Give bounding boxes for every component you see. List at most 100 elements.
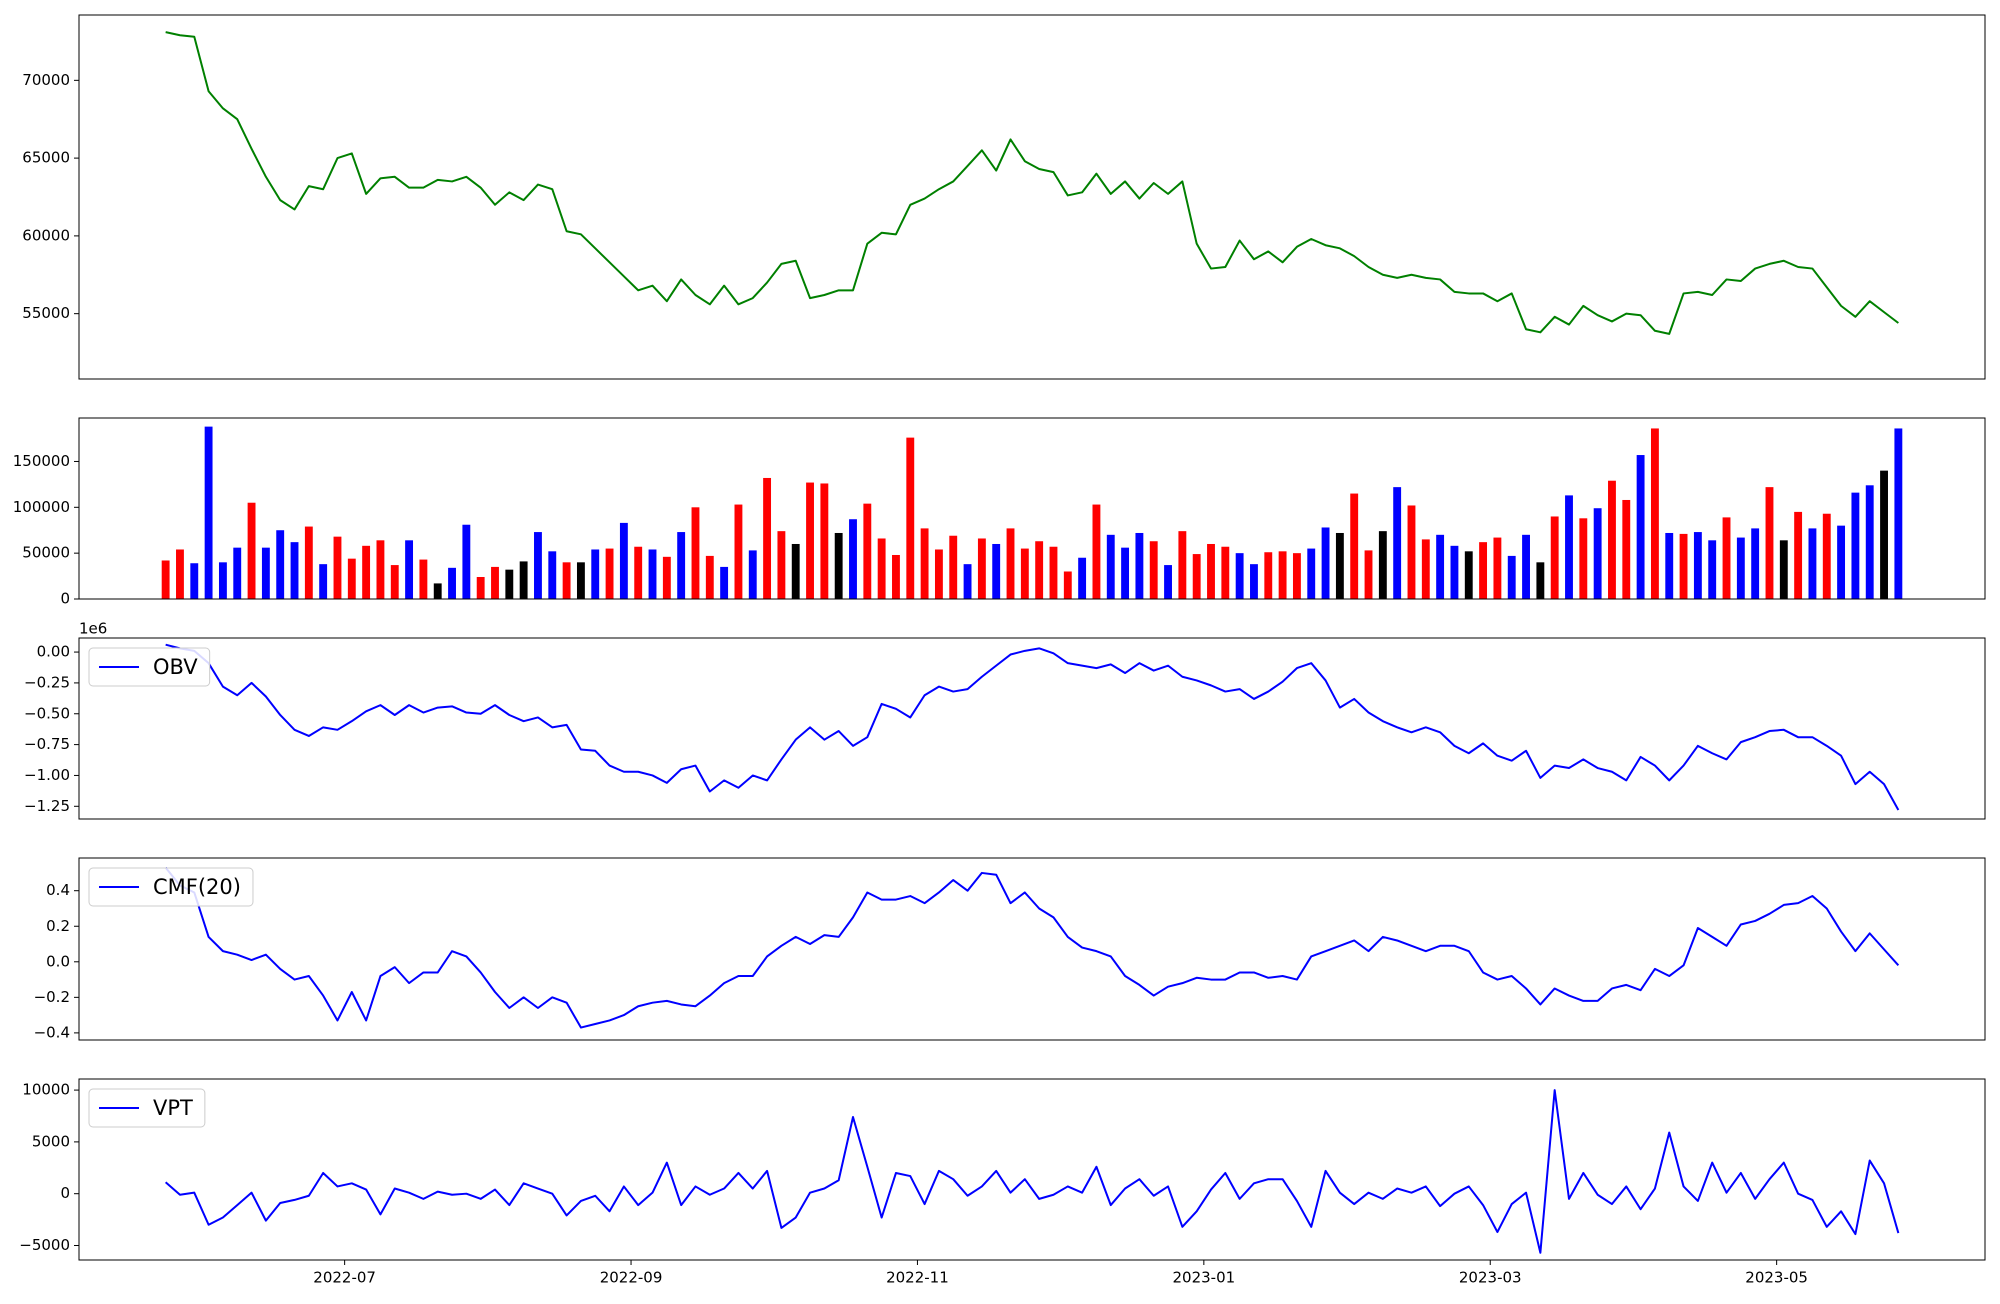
volume-bar [1851, 492, 1860, 599]
y-tick-label: −0.25 [24, 673, 70, 691]
volume-bar [548, 551, 557, 599]
volume-bar [1020, 548, 1029, 599]
y-tick-label: −0.50 [24, 704, 70, 722]
volume-bar [763, 477, 772, 599]
x-tick-label: 2023-03 [1459, 1269, 1522, 1287]
series-line [164, 1089, 1900, 1254]
volume-bar [1450, 545, 1459, 599]
volume-bar [777, 531, 786, 599]
volume-bar [190, 563, 199, 599]
volume-bar [1765, 487, 1774, 599]
volume-bar [748, 550, 757, 599]
volume-bar [949, 535, 958, 599]
volume-bar [920, 528, 929, 599]
volume-bar [1808, 528, 1817, 599]
y-tick-label: 100000 [13, 498, 70, 516]
series-line [164, 866, 1900, 1029]
volume-bar [218, 562, 227, 599]
volume-bar [319, 564, 328, 599]
volume-bar [261, 547, 270, 599]
volume-bar [405, 540, 414, 599]
volume-bar [1507, 555, 1516, 599]
legend-label: OBV [153, 655, 198, 679]
offset-text: 1e6 [79, 620, 107, 638]
volume-bar [705, 555, 714, 599]
x-tick-label: 2022-11 [886, 1269, 949, 1287]
volume-bar [1565, 495, 1573, 599]
volume-bar [806, 482, 814, 599]
volume-bar [1321, 527, 1330, 599]
y-tick-label: −1.25 [24, 797, 70, 815]
volume-bar [1722, 517, 1731, 599]
volume-bar [1378, 531, 1387, 599]
volume-bar [648, 549, 657, 599]
y-tick-label: −0.2 [34, 988, 70, 1006]
volume-bar [1579, 518, 1588, 599]
y-tick-label: 0.00 [37, 643, 70, 661]
volume-bar [362, 545, 371, 599]
y-tick-label: 0.2 [46, 917, 70, 935]
legend-label: VPT [153, 1096, 193, 1120]
volume-bar [1822, 513, 1831, 599]
volume-bar [1421, 539, 1430, 599]
volume-bar [591, 549, 600, 599]
volume-bar [1593, 508, 1602, 599]
volume-bar [691, 507, 700, 599]
volume-bar [820, 483, 829, 599]
volume-bar [834, 532, 843, 599]
volume-bar [791, 543, 800, 599]
volume-bar [161, 560, 170, 599]
volume-bar [1436, 534, 1445, 599]
volume-bar [1178, 531, 1187, 599]
volume-bar [1865, 485, 1874, 599]
legend-box [88, 647, 211, 687]
volume-bar [1493, 537, 1502, 599]
volume-bar [576, 562, 585, 599]
volume-bar [734, 504, 743, 599]
volume-bar [1736, 537, 1745, 599]
volume-bar [1464, 551, 1473, 599]
y-tick-label: −5000 [19, 1236, 70, 1254]
volume-bar [304, 526, 313, 599]
volume-bar [1335, 532, 1344, 599]
volume-bar [476, 576, 485, 599]
legend-label: CMF(20) [153, 875, 241, 899]
x-tick-label: 2023-01 [1172, 1269, 1235, 1287]
y-tick-label: 5000 [32, 1132, 70, 1150]
volume-bar [1393, 487, 1402, 599]
volume-bar [462, 524, 471, 599]
axes-frame [78, 14, 1986, 380]
volume-bar [1751, 528, 1760, 599]
y-tick-label: 0 [60, 1184, 70, 1202]
volume-bar [1708, 540, 1717, 599]
y-tick-label: 60000 [22, 226, 70, 244]
volume-bar [934, 549, 943, 599]
volume-bar [906, 437, 915, 599]
volume-bar [1121, 547, 1130, 599]
volume-bar [634, 546, 643, 599]
volume-bar [333, 536, 342, 599]
volume-bar [1192, 554, 1201, 599]
volume-bar [1636, 455, 1645, 599]
volume-bar [605, 548, 614, 599]
volume-bar [720, 566, 729, 599]
y-tick-label: 0.0 [46, 952, 70, 970]
volume-bar [1207, 543, 1215, 599]
volume-bar [1665, 532, 1674, 599]
y-tick-label: 0 [60, 590, 70, 608]
axes-frame [78, 637, 1986, 820]
axes-frame [78, 417, 1986, 600]
volume-bar [849, 519, 857, 599]
series-line [165, 31, 1899, 335]
y-tick-label: 0.4 [46, 881, 70, 899]
y-tick-label: −1.00 [24, 766, 70, 784]
volume-bar [290, 542, 299, 599]
volume-bar [1049, 546, 1058, 599]
legend-box [88, 867, 254, 907]
volume-bar [1106, 534, 1115, 599]
volume-bar [204, 426, 213, 599]
x-tick-label: 2022-07 [313, 1269, 376, 1287]
volume-bar [276, 530, 285, 599]
y-tick-label: 50000 [22, 544, 70, 562]
volume-bar [1235, 553, 1244, 599]
